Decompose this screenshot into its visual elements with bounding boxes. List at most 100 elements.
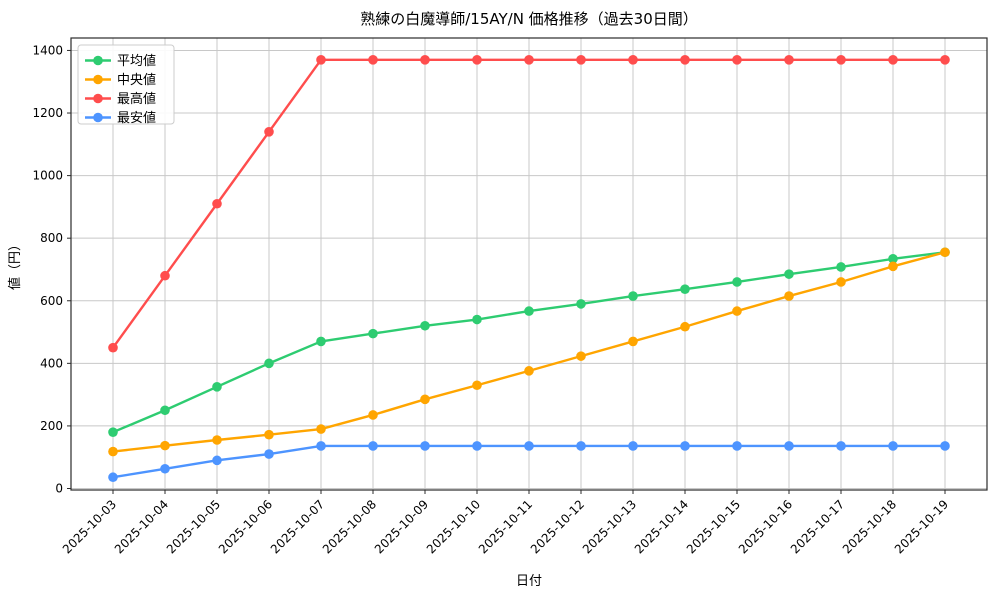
data-point-average [732,277,742,287]
x-tick-label: 2025-10-11 [476,497,535,556]
data-point-median [420,394,430,405]
y-axis-label: 値（円） [7,238,23,290]
chart-title: 熟練の白魔導師/15AY/N 価格推移（過去30日間） [360,10,698,28]
x-tick-label: 2025-10-12 [528,497,587,556]
data-point-average [368,328,378,339]
legend-marker-max [93,93,103,104]
data-point-median [888,261,898,272]
data-point-average [264,358,274,369]
data-point-average [212,382,222,392]
y-tick-label: 400 [40,356,63,370]
data-point-max [836,55,846,65]
legend-label-median: 中央値 [117,72,156,88]
data-point-max [160,270,170,281]
data-point-average [836,262,846,272]
data-point-min [160,463,170,474]
data-point-median [108,446,118,457]
data-point-min [888,441,898,451]
legend-label-average: 平均値 [117,53,156,69]
data-point-max [784,55,794,65]
x-tick-label: 2025-10-09 [372,497,431,556]
data-point-max [628,55,638,65]
x-tick-label: 2025-10-06 [216,497,275,556]
data-point-max [316,55,326,65]
data-point-max [888,55,898,65]
data-point-min [680,441,690,451]
legend-marker-average [93,55,103,66]
data-point-median [836,277,846,287]
x-tick-label: 2025-10-10 [424,497,483,556]
data-point-max [264,126,274,137]
legend-item-min: 最安値 [85,110,156,126]
series-layer [108,55,950,483]
y-tick-label: 0 [55,482,63,496]
data-point-max [212,198,222,209]
data-point-min [472,441,482,451]
data-point-average [784,269,794,279]
data-point-average [108,427,118,437]
data-point-min [108,472,118,483]
x-tick-label: 2025-10-07 [268,497,327,556]
x-tick-label: 2025-10-16 [736,497,795,556]
y-tick-label: 600 [40,294,63,308]
data-point-min [368,441,378,451]
data-point-max [420,55,430,65]
legend-label-min: 最安値 [117,110,156,126]
grid-layer [71,38,987,490]
data-point-average [420,320,430,331]
data-point-min [576,441,586,451]
data-point-average [888,254,898,264]
data-point-max [524,55,534,65]
y-tick-label: 1400 [32,43,63,57]
data-point-average [316,336,326,347]
legend-marker-min [93,112,103,123]
data-point-max [472,55,482,65]
data-point-median [264,429,274,440]
data-point-min [212,455,222,466]
legend-item-max: 最高値 [85,91,156,107]
x-tick-label: 2025-10-08 [320,497,379,556]
data-point-min [628,441,638,451]
x-tick-label: 2025-10-04 [112,497,171,556]
x-tick-label: 2025-10-19 [892,497,951,556]
y-tick-label: 800 [40,231,63,245]
data-point-max [368,55,378,65]
data-point-min [784,441,794,451]
legend-label-max: 最高値 [117,91,156,107]
data-point-max [680,55,690,65]
legend-item-average: 平均値 [85,53,156,69]
x-tick-label: 2025-10-03 [60,497,119,556]
legend-marker-median [93,74,103,85]
data-point-median [160,440,170,451]
data-point-median [680,321,690,332]
data-point-median [628,336,638,347]
x-tick-label: 2025-10-17 [788,497,847,556]
data-point-median [368,410,378,420]
data-point-min [420,441,430,451]
data-point-max [576,55,586,65]
data-point-median [212,435,222,445]
data-point-median [784,291,794,301]
data-point-average [160,405,170,416]
data-point-average [524,306,534,316]
legend-box [77,44,175,125]
data-point-max [732,55,742,65]
x-tick-label: 2025-10-05 [164,497,223,556]
data-point-median [524,366,534,376]
x-tick-label: 2025-10-18 [840,497,899,556]
data-point-min [732,441,742,451]
data-point-median [472,380,482,391]
data-point-median [940,247,950,258]
data-point-median [316,424,326,434]
y-tick-label: 200 [40,419,63,433]
x-tick-label: 2025-10-14 [632,497,691,556]
data-point-min [524,441,534,451]
data-point-min [316,441,326,451]
y-tick-label: 1200 [32,106,63,120]
legend-item-median: 中央値 [85,72,156,88]
data-point-min [264,449,274,459]
data-point-min [940,441,950,451]
